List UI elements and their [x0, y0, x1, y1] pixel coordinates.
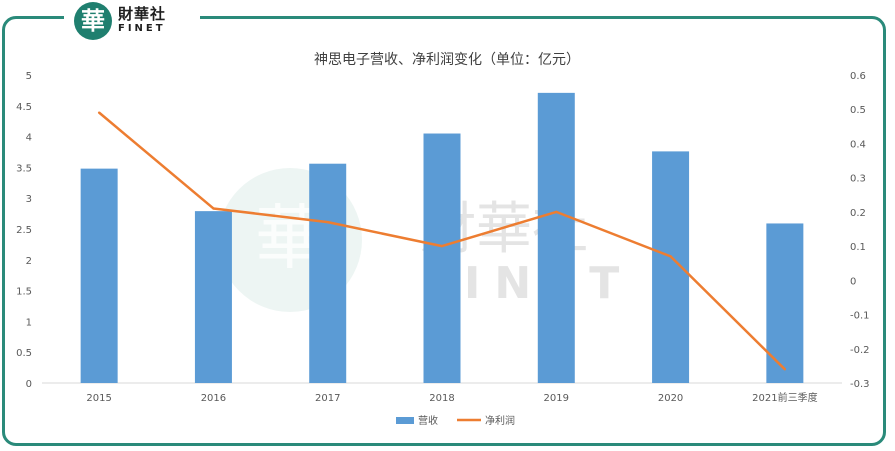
x-tick-label: 2018 [429, 393, 454, 404]
y-left-tick-label: 0.5 [16, 348, 32, 359]
brand-seal: 華 [74, 2, 112, 40]
line-point [783, 368, 787, 371]
y-left-tick-label: 0 [26, 379, 32, 390]
x-tick-label: 2020 [658, 393, 683, 404]
bar [537, 92, 575, 383]
y-right-tick-label: 0.5 [850, 105, 866, 116]
y-left-tick-label: 4.5 [16, 102, 32, 113]
line-point [555, 210, 558, 214]
card-frame [2, 16, 886, 446]
brand-logo: 華 財華社 FINET [64, 0, 200, 40]
line-series [97, 111, 787, 371]
y-left-tick-label: 3 [26, 194, 32, 205]
chart-title: 神思电子营收、净利润变化（单位：亿元） [314, 52, 580, 68]
bar [423, 133, 461, 383]
y-right-tick-label: 0.4 [850, 139, 866, 150]
bar-series [80, 92, 804, 383]
x-tick-label: 2017 [315, 393, 340, 404]
line-point [669, 255, 672, 258]
y-axis-right: -0.3 -0.2 -0.1 0 0.1 0.2 0.3 0.4 0.5 0.6 [850, 71, 870, 390]
legend-label-revenue: 营收 [418, 414, 438, 427]
y-right-tick-label: 0.1 [850, 242, 866, 253]
line-point [97, 111, 101, 114]
line-point [212, 207, 215, 210]
legend-swatch-revenue [396, 417, 414, 424]
x-tick-label: 2019 [544, 393, 569, 404]
y-left-tick-label: 5 [26, 71, 32, 82]
bar [766, 223, 804, 383]
bar [80, 168, 118, 383]
x-tick-label: 2021前三季度 [752, 391, 817, 404]
brand-name-en: FINET [118, 23, 166, 34]
y-left-tick-label: 3.5 [16, 163, 32, 174]
y-left-tick-label: 1.5 [16, 287, 32, 298]
y-right-tick-label: -0.3 [850, 379, 870, 390]
y-right-tick-label: -0.1 [850, 311, 870, 322]
y-left-tick-label: 1 [26, 317, 32, 328]
y-left-tick-label: 2.5 [16, 225, 32, 236]
line-point [440, 244, 444, 248]
brand-name-cn: 財華社 [118, 5, 167, 23]
x-axis: 2015 2016 2017 2018 2019 2020 2021前三季度 [86, 391, 817, 404]
legend: 营收 净利润 [396, 414, 515, 427]
y-right-tick-label: 0.3 [850, 174, 866, 185]
y-right-tick-label: 0.6 [850, 71, 866, 82]
x-tick-label: 2015 [86, 393, 111, 404]
line-point [326, 220, 329, 224]
bar [309, 163, 347, 383]
y-right-tick-label: 0 [850, 276, 856, 287]
y-left-tick-label: 4 [26, 133, 32, 144]
bar [194, 211, 232, 383]
y-right-tick-label: -0.2 [850, 345, 870, 356]
x-tick-label: 2016 [201, 393, 226, 404]
legend-label-profit: 净利润 [485, 414, 515, 427]
bar [652, 151, 690, 383]
y-left-tick-label: 2 [26, 256, 32, 267]
y-right-tick-label: 0.2 [850, 208, 866, 219]
y-axis-left: 0 0.5 1 1.5 2 2.5 3 3.5 4 4.5 5 [16, 71, 32, 390]
